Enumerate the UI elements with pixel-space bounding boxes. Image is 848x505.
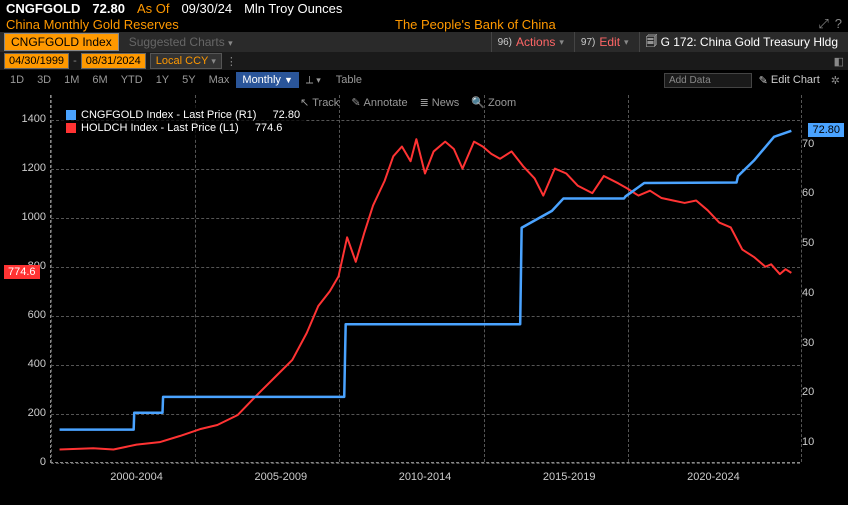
y-right-tick: 70 <box>802 138 842 150</box>
ticker-symbol: CNGFGOLD <box>6 1 80 16</box>
legend-swatch-2 <box>66 123 76 133</box>
currency-dropdown[interactable]: Local CCY▾ <box>150 53 222 69</box>
export-icon[interactable]: ⤢ <box>818 16 828 32</box>
range-toolbar: 1D 3D 1M 6M YTD 1Y 5Y Max Monthly▼ ⟂▾ Ta… <box>0 70 848 90</box>
x-tick: 2020-2024 <box>687 471 740 483</box>
left-axis-marker: 774.6 <box>4 265 40 279</box>
y-right-tick: 30 <box>802 337 842 349</box>
legend: CNGFGOLD Index - Last Price (R1) 72.80 H… <box>60 105 306 138</box>
suggested-charts[interactable]: Suggested Charts ▾ <box>123 35 239 49</box>
y-left-tick: 400 <box>6 358 46 370</box>
end-date-input[interactable]: 08/31/2024 <box>81 53 146 69</box>
page-tab[interactable]: 🗐 G 172: China Gold Treasury Hldg <box>639 32 844 52</box>
document-icon: 🗐 <box>646 32 658 53</box>
organization-title: The People's Bank of China <box>395 17 556 32</box>
x-tick: 2010-2014 <box>399 471 452 483</box>
options-icon[interactable]: ◧ <box>834 55 844 68</box>
y-left-tick: 600 <box>6 309 46 321</box>
unit-label: Mln Troy Ounces <box>244 1 342 16</box>
asof-date: 09/30/24 <box>181 1 232 16</box>
chart-area: ↖ Track ✎ Annotate ≣ News 🔍 Zoom CNGFGOL… <box>0 90 848 505</box>
y-right-tick: 20 <box>802 386 842 398</box>
table-view-button[interactable]: Table <box>328 72 370 88</box>
y-right-tick: 50 <box>802 237 842 249</box>
legend-series-2[interactable]: HOLDCH Index - Last Price (L1) 774.6 <box>66 122 300 134</box>
range-5y[interactable]: 5Y <box>176 72 201 88</box>
y-right-tick: 40 <box>802 287 842 299</box>
x-tick: 2015-2019 <box>543 471 596 483</box>
right-axis-marker: 72.80 <box>808 123 844 137</box>
start-date-input[interactable]: 04/30/1999 <box>4 53 69 69</box>
edit-chart-button[interactable]: ✎ Edit Chart <box>753 72 826 89</box>
legend-series-1[interactable]: CNGFGOLD Index - Last Price (R1) 72.80 <box>66 109 300 121</box>
header-row: CNGFGOLD 72.80 As Of 09/30/24 Mln Troy O… <box>0 0 848 16</box>
range-ytd[interactable]: YTD <box>115 72 149 88</box>
pencil-icon: ✎ <box>759 74 768 87</box>
chart-svg <box>50 95 800 463</box>
y-left-tick: 1400 <box>6 113 46 125</box>
range-3d[interactable]: 3D <box>31 72 57 88</box>
ticker-price: 72.80 <box>92 1 125 16</box>
edit-menu[interactable]: 97) Edit ▾ <box>574 32 635 52</box>
range-1m[interactable]: 1M <box>58 72 85 88</box>
y-right-tick: 60 <box>802 187 842 199</box>
y-left-tick: 1200 <box>6 162 46 174</box>
settings-icon[interactable]: ✲ <box>827 74 844 87</box>
x-tick: 2005-2009 <box>254 471 307 483</box>
print-icon[interactable]: ? <box>835 16 842 32</box>
asof-label: As Of <box>137 1 170 16</box>
separator-icon: ⋮ <box>226 55 237 68</box>
menubar: CNGFGOLD Index Suggested Charts ▾ 96) Ac… <box>0 32 848 52</box>
chart-type-dropdown[interactable]: ⟂▾ <box>300 72 327 89</box>
add-data-input[interactable]: Add Data <box>664 73 752 88</box>
range-6m[interactable]: 6M <box>86 72 113 88</box>
title-row: China Monthly Gold Reserves The People's… <box>0 16 848 32</box>
y-left-tick: 1000 <box>6 211 46 223</box>
actions-menu[interactable]: 96) Actions ▾ <box>491 32 570 52</box>
period-dropdown[interactable]: Monthly▼ <box>236 72 298 88</box>
index-button[interactable]: CNGFGOLD Index <box>4 33 119 51</box>
range-1y[interactable]: 1Y <box>150 72 175 88</box>
range-1d[interactable]: 1D <box>4 72 30 88</box>
y-left-tick: 0 <box>6 456 46 468</box>
legend-swatch-1 <box>66 110 76 120</box>
date-separator: - <box>73 55 77 67</box>
x-tick: 2000-2004 <box>110 471 163 483</box>
range-max[interactable]: Max <box>203 72 236 88</box>
y-right-tick: 10 <box>802 436 842 448</box>
chart-title: China Monthly Gold Reserves <box>6 17 179 32</box>
date-row: 04/30/1999 - 08/31/2024 Local CCY▾ ⋮ ◧ <box>0 52 848 70</box>
y-left-tick: 200 <box>6 407 46 419</box>
